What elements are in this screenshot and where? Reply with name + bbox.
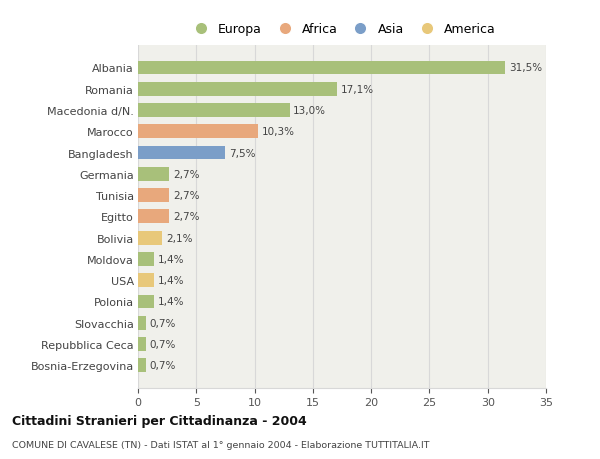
Text: 1,4%: 1,4%	[158, 254, 184, 264]
Bar	[138, 316, 146, 330]
Bar	[138, 168, 169, 181]
Text: 2,1%: 2,1%	[166, 233, 193, 243]
Text: Cittadini Stranieri per Cittadinanza - 2004: Cittadini Stranieri per Cittadinanza - 2…	[12, 414, 307, 428]
Bar	[138, 274, 154, 287]
Text: 10,3%: 10,3%	[262, 127, 295, 137]
Text: 31,5%: 31,5%	[509, 63, 542, 73]
Bar	[138, 252, 154, 266]
Text: 2,7%: 2,7%	[173, 212, 199, 222]
Text: 1,4%: 1,4%	[158, 297, 184, 307]
Bar	[138, 62, 505, 75]
Text: 13,0%: 13,0%	[293, 106, 326, 116]
Bar	[138, 358, 146, 372]
Bar	[138, 104, 290, 118]
Text: 1,4%: 1,4%	[158, 275, 184, 285]
Text: 7,5%: 7,5%	[229, 148, 256, 158]
Bar	[138, 231, 163, 245]
Bar	[138, 83, 337, 96]
Bar	[138, 210, 169, 224]
Text: 2,7%: 2,7%	[173, 190, 199, 201]
Bar	[138, 146, 226, 160]
Text: 0,7%: 0,7%	[149, 318, 176, 328]
Bar	[138, 189, 169, 202]
Legend: Europa, Africa, Asia, America: Europa, Africa, Asia, America	[183, 18, 501, 41]
Text: 2,7%: 2,7%	[173, 169, 199, 179]
Text: COMUNE DI CAVALESE (TN) - Dati ISTAT al 1° gennaio 2004 - Elaborazione TUTTITALI: COMUNE DI CAVALESE (TN) - Dati ISTAT al …	[12, 441, 430, 449]
Text: 0,7%: 0,7%	[149, 360, 176, 370]
Bar	[138, 125, 258, 139]
Bar	[138, 295, 154, 308]
Text: 0,7%: 0,7%	[149, 339, 176, 349]
Bar	[138, 337, 146, 351]
Text: 17,1%: 17,1%	[341, 84, 374, 95]
